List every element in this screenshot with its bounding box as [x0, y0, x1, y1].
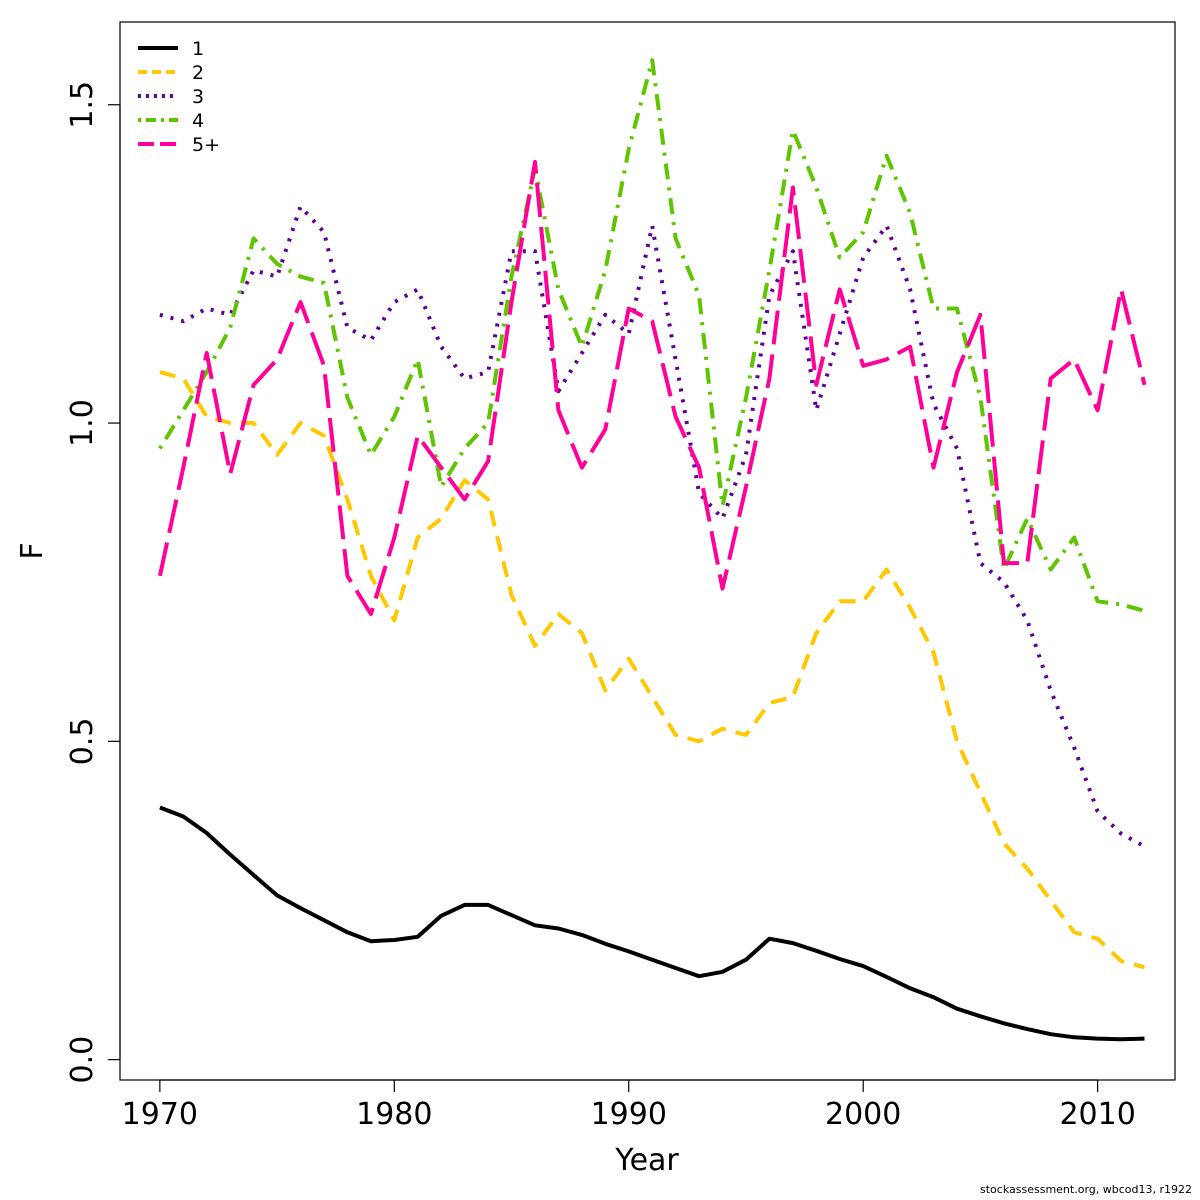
x-axis-label: Year [614, 1143, 679, 1178]
x-tick-label: 1970 [122, 1097, 198, 1132]
y-tick-label: 0.0 [65, 1036, 100, 1084]
legend-label: 2 [192, 62, 204, 84]
footnote: stockassessment.org, wbcod13, r1922 [980, 1183, 1192, 1196]
legend-label: 5+ [192, 134, 220, 156]
x-tick-label: 1980 [356, 1097, 432, 1132]
y-axis-label: F [15, 542, 50, 559]
axes: 1970 1980 1990 2000 2010 0.0 0.5 1.0 1.5 [65, 81, 1136, 1132]
plot-frame [119, 21, 1176, 1081]
x-tick-label: 1990 [591, 1097, 667, 1132]
series-line-1 [159, 805, 1145, 1042]
y-tick-label: 1.5 [65, 81, 100, 129]
legend-label: 1 [192, 38, 204, 60]
series-line-4 [158, 58, 1146, 613]
x-tick-label: 2000 [825, 1097, 901, 1132]
x-tick-label: 2010 [1059, 1097, 1135, 1132]
series-line-5 [157, 160, 1147, 616]
series-layer [157, 58, 1147, 1042]
legend-label: 4 [192, 110, 204, 132]
y-tick-label: 0.5 [65, 717, 100, 765]
series-line-3 [159, 204, 1146, 849]
legend-label: 3 [192, 86, 204, 108]
y-tick-label: 1.0 [65, 399, 100, 447]
series-line-2 [159, 370, 1146, 970]
